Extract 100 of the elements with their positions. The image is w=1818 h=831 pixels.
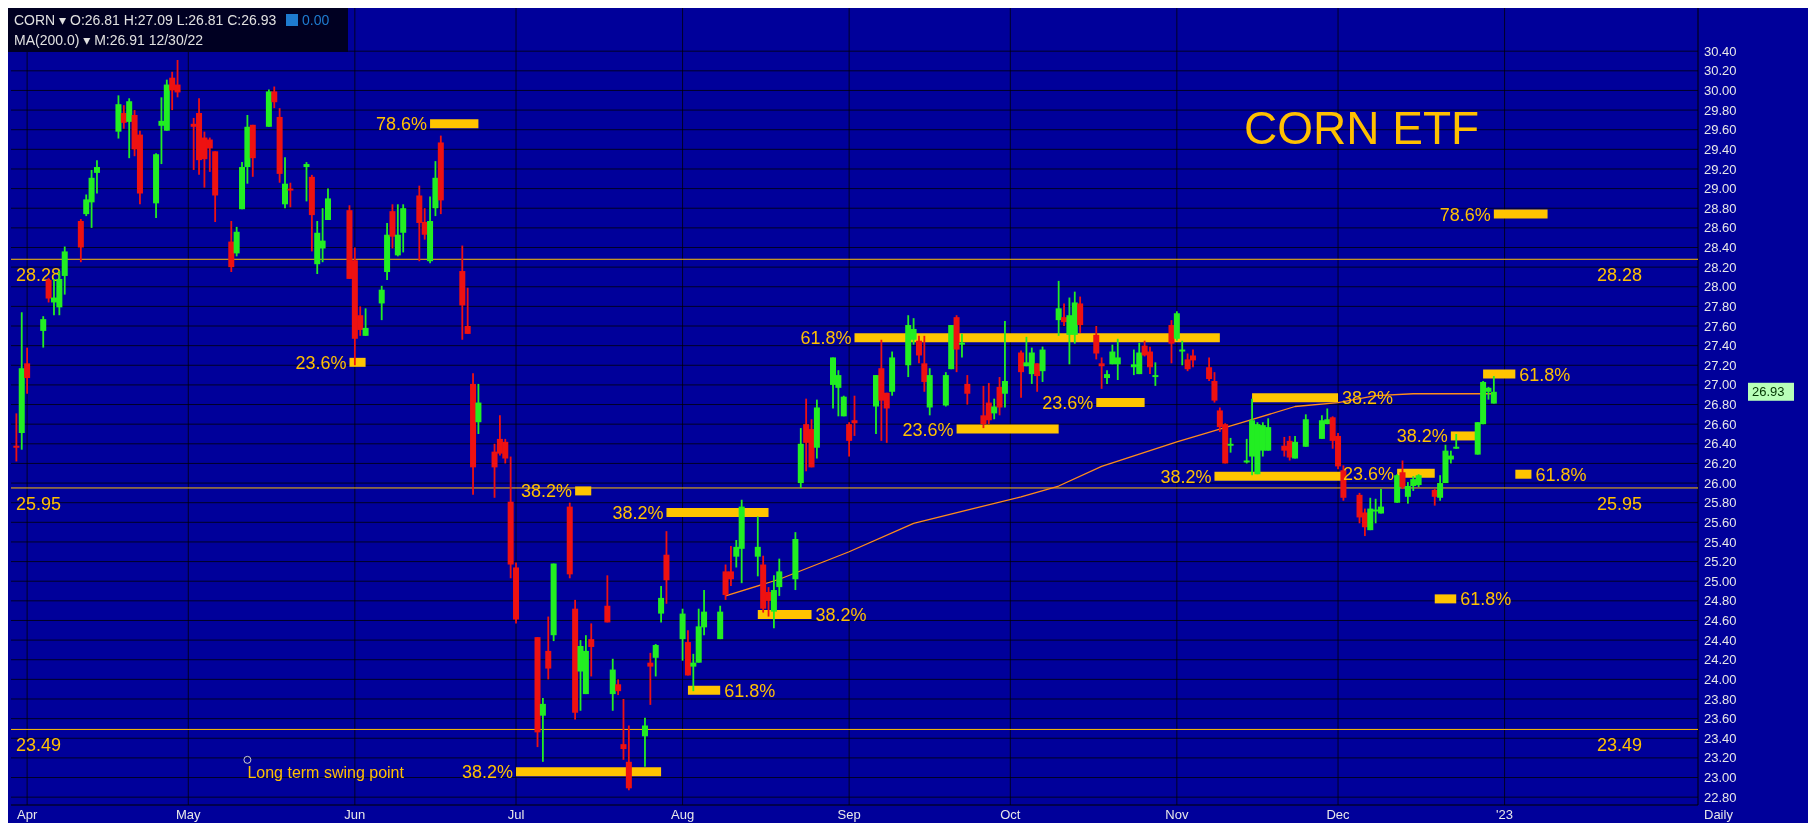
candlestick: [1490, 375, 1497, 405]
y-tick-label: 23.40: [1704, 730, 1737, 746]
y-tick-label: 25.00: [1704, 573, 1737, 589]
annotation: 61.8%: [724, 680, 776, 701]
candlestick: [958, 332, 965, 359]
candlestick: [1001, 320, 1008, 409]
y-tick-label: 29.80: [1704, 102, 1737, 118]
annotation: 61.8%: [1519, 364, 1571, 385]
y-tick-label: 26.40: [1704, 436, 1737, 452]
annotation: 61.8%: [800, 328, 852, 349]
y-tick-label: 28.60: [1704, 220, 1737, 236]
candlestick: [1152, 361, 1159, 387]
candlestick: [1018, 349, 1025, 399]
candlestick: [539, 697, 546, 763]
y-tick-label: 26.60: [1704, 416, 1737, 432]
candlestick: [641, 716, 648, 768]
annotation: 61.8%: [1460, 589, 1512, 610]
annotation: 78.6%: [1439, 204, 1491, 225]
candlestick: [851, 394, 858, 437]
candlestick: [647, 651, 654, 706]
candlestick: [1034, 362, 1041, 393]
annotation: 23.6%: [295, 352, 347, 373]
candlestick: [1206, 356, 1213, 382]
candlestick: [604, 574, 611, 624]
candlestick: [652, 643, 659, 678]
annotation: 23.6%: [902, 419, 954, 440]
candlestick: [24, 346, 31, 395]
y-tick-label: 29.60: [1704, 122, 1737, 138]
candlestick: [996, 376, 1003, 417]
candlestick: [303, 161, 310, 203]
annotation: 78.6%: [376, 114, 428, 135]
candlestick: [1367, 496, 1374, 532]
text: Daily: [1704, 807, 1734, 822]
candlestick: [1292, 435, 1299, 460]
y-tick-label: 27.60: [1704, 318, 1737, 334]
annotation: 23.6%: [1042, 393, 1094, 414]
candlestick: [1168, 319, 1175, 365]
y-tick-label: 27.40: [1704, 338, 1737, 354]
annotation: 61.8%: [1535, 464, 1587, 485]
text: 26.93: [1752, 384, 1785, 400]
annotation: MA(200.0) ▾ M:26.91 12/30/22: [14, 32, 204, 48]
candlestick: [282, 156, 288, 210]
y-tick-label: 30.40: [1704, 43, 1737, 59]
y-tick-label: 27.20: [1704, 357, 1737, 373]
candlestick: [1093, 325, 1100, 361]
x-tick-label: Jun: [344, 807, 366, 822]
y-tick-label: 25.40: [1704, 534, 1737, 550]
y-tick-label: 22.80: [1704, 789, 1737, 805]
text: 28.28: [1596, 265, 1642, 286]
x-tick-label: Jul: [507, 807, 525, 822]
annotation: 0.00: [302, 12, 330, 28]
candlestick: [588, 622, 595, 678]
candlestick: [754, 515, 761, 578]
y-tick-label: 24.00: [1704, 671, 1737, 687]
y-tick-label: 28.40: [1704, 240, 1737, 256]
y-tick-label: 24.20: [1704, 652, 1737, 668]
annotation: CORN ▾ O:26.81 H:27.09 L:26.81 C:26.93: [14, 12, 277, 28]
candlestick: [13, 412, 20, 463]
y-tick-label: 23.20: [1704, 750, 1737, 766]
candlestick: [40, 315, 47, 349]
y-tick-label: 28.00: [1704, 279, 1737, 295]
annotation: 38.2%: [1396, 426, 1448, 447]
candlestick: [1098, 356, 1105, 390]
x-tick-label: Apr: [17, 807, 38, 822]
annotation: Long term swing point: [247, 763, 405, 781]
y-tick-label: 25.80: [1704, 495, 1737, 511]
x-tick-label: Aug: [671, 807, 695, 822]
candlestick: [690, 652, 697, 693]
candlestick: [287, 181, 294, 209]
candlestick: [126, 97, 133, 160]
y-tick-label: 29.40: [1704, 141, 1737, 157]
candlestick: [658, 585, 665, 624]
ref-line-label: 23.49: [16, 735, 62, 756]
x-tick-label: Sep: [837, 807, 861, 822]
annotation: 38.2%: [612, 502, 664, 523]
text: CORN ETF: [1244, 102, 1480, 154]
candlestick: [846, 421, 853, 458]
x-tick-label: Dec: [1326, 807, 1351, 822]
y-tick-label: 24.80: [1704, 593, 1737, 609]
x-tick-label: Nov: [1165, 807, 1189, 822]
candlestick: [1211, 371, 1218, 404]
candlestick: [378, 284, 385, 322]
y-tick-label: 24.60: [1704, 613, 1737, 629]
x-tick-label: '23: [1496, 807, 1514, 822]
candlestick: [1146, 345, 1153, 376]
y-tick-label: 26.80: [1704, 397, 1737, 413]
y-tick-label: 30.20: [1704, 63, 1737, 79]
candlestick: [1399, 459, 1406, 490]
candlestick: [464, 286, 471, 335]
y-tick-label: 26.00: [1704, 475, 1737, 491]
candlestick: [271, 85, 278, 110]
y-tick-label: 30.00: [1704, 83, 1737, 98]
y-tick-label: 25.20: [1704, 554, 1737, 570]
annotation: 38.2%: [521, 481, 573, 502]
candlestick: [964, 374, 971, 406]
y-tick-label: 27.00: [1704, 377, 1737, 393]
x-tick-label: Oct: [1000, 807, 1021, 822]
y-tick-label: 24.40: [1704, 632, 1737, 648]
candlestick: [620, 698, 627, 761]
candlestick: [1039, 345, 1046, 383]
